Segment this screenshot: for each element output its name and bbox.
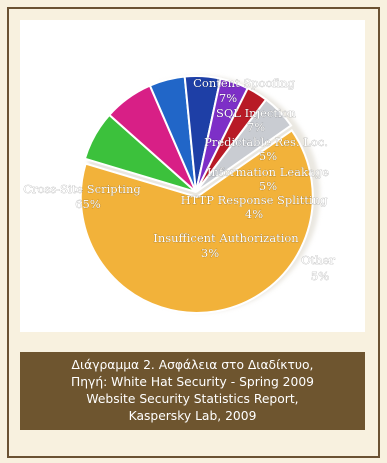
- slice-value-content-spoofing: 7%: [219, 91, 237, 105]
- pie-slices: [79, 75, 314, 314]
- slice-value-other: 5%: [311, 269, 329, 283]
- caption-line-2: Πηγή: White Hat Security - Spring 2009: [71, 375, 314, 389]
- slice-value-information-leakage: 5%: [259, 179, 277, 193]
- slice-label-cross-site-scripting: Cross-Site Scripting: [23, 182, 141, 196]
- slice-label-information-leakage: Information Leakage: [207, 165, 329, 179]
- caption-line-4: Kaspersky Lab, 2009: [128, 409, 257, 423]
- slice-label-content-spoofing: Content Spoofing: [193, 76, 295, 90]
- slice-value-cross-site-scripting: 65%: [75, 197, 101, 211]
- slice-value-insufficent-authorization: 3%: [201, 246, 219, 260]
- slice-label-sql-injection: SQL Injection: [216, 106, 297, 120]
- slice-label-http-response-splitting: HTTP Response Splitting: [181, 193, 328, 207]
- slice-label-insufficent-authorization: Insufficent Authorization: [153, 231, 299, 245]
- slice-label-predictable-res-loc-: Predictable Res. Loc.: [204, 135, 328, 149]
- caption-line-1: Διάγραμμα 2. Ασφάλεια στο Διαδίκτυο,: [71, 358, 314, 372]
- chart-area: Cross-Site Scripting 65% Content Spoofing 7…: [20, 20, 365, 332]
- slice-label-other: Other: [301, 253, 335, 267]
- pie-slice-other: [195, 98, 293, 193]
- caption-line-3: Website Security Statistics Report,: [86, 392, 299, 406]
- slice-value-http-response-splitting: 4%: [245, 207, 263, 221]
- figure-caption: Διάγραμμα 2. Ασφάλεια στο Διαδίκτυο, Πηγ…: [20, 352, 365, 430]
- slice-value-sql-injection: 7%: [247, 120, 265, 134]
- pie-slice-cross-site-scripting: [79, 129, 314, 314]
- slice-value-predictable-res-loc-: 5%: [259, 149, 277, 163]
